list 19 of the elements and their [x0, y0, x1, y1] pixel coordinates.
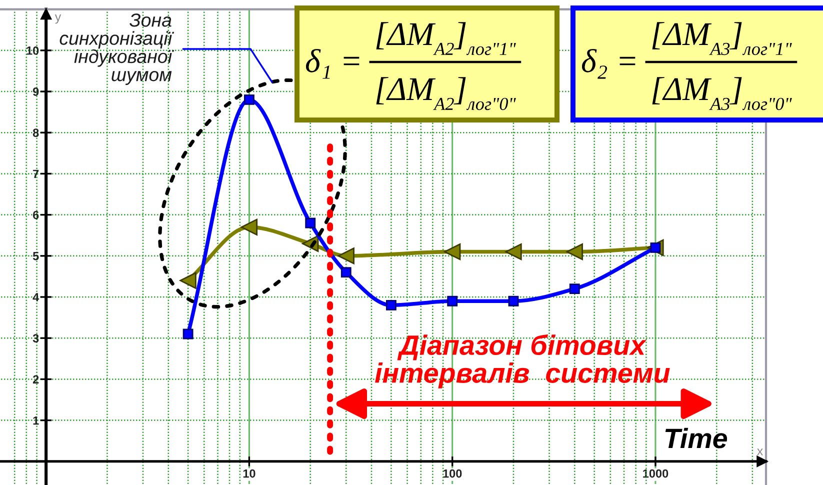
y-tick-label: 10	[26, 46, 39, 55]
x-tick-label: 100	[443, 469, 462, 478]
annotation: δ₁ =	[306, 48, 360, 79]
x-axis-title: Time	[665, 428, 728, 448]
y-tick-label: 9	[32, 88, 39, 96]
y-tick-label: 3	[32, 334, 39, 343]
annotation: Зона синхронізації індукованої шумом	[60, 14, 174, 85]
annotation: δ₂ =	[582, 48, 636, 79]
x-tick-label: 10	[243, 469, 256, 478]
y-axis-title: y	[54, 14, 62, 24]
y-tick-label: 2	[32, 375, 39, 384]
annotation: x	[757, 448, 763, 456]
y-tick-label: 5	[32, 252, 39, 260]
y-tick-label: 8	[32, 128, 39, 137]
y-tick-label: 1	[33, 416, 39, 425]
y-tick-label: 4	[32, 293, 40, 302]
y-tick-label: 6	[32, 210, 39, 220]
x-tick-label: 1000	[643, 469, 668, 478]
y-tick-label: 7	[33, 170, 39, 178]
